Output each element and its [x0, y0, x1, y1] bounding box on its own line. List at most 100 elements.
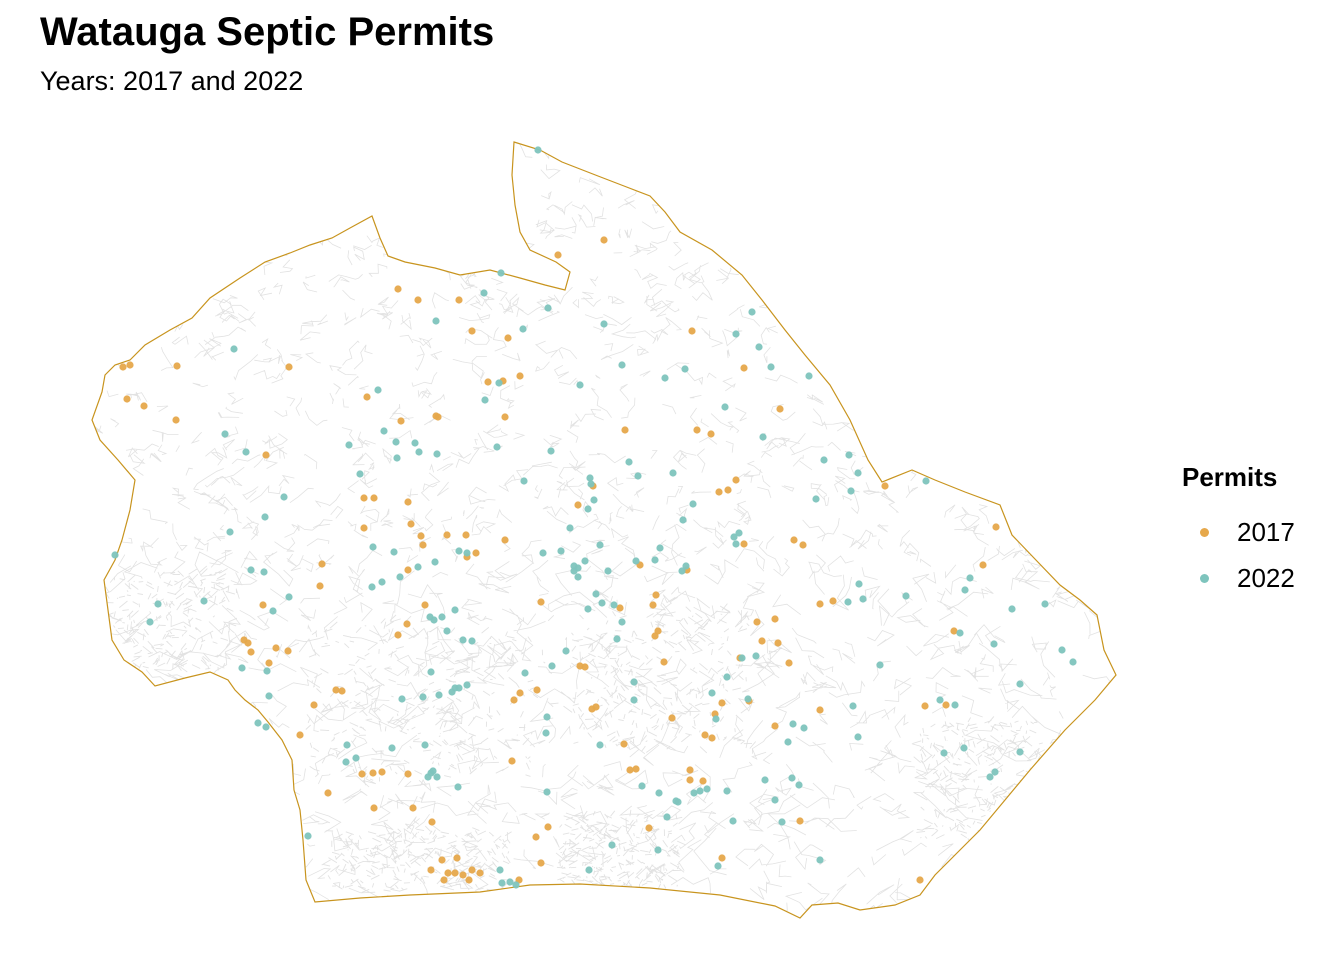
permit-point-2017 [660, 658, 668, 666]
permit-point-2022 [374, 386, 382, 394]
permit-point-2022 [1016, 748, 1024, 756]
permit-point-2017 [592, 703, 600, 711]
permit-point-2022 [543, 788, 551, 796]
map-title: Watauga Septic Permits [40, 10, 495, 54]
permit-point-2017 [462, 531, 470, 539]
permit-point-2022 [820, 456, 828, 464]
permit-point-2017 [621, 426, 629, 434]
permit-point-2022 [613, 635, 621, 643]
permit-point-2022 [940, 749, 948, 757]
permit-point-2022 [761, 776, 769, 784]
permit-point-2022 [876, 661, 884, 669]
permit-point-2017 [620, 740, 628, 748]
permit-point-2017 [632, 765, 640, 773]
permit-point-2022 [590, 496, 598, 504]
legend-title: Permits [1182, 462, 1278, 492]
permit-point-2022 [368, 583, 376, 591]
permit-point-2022 [463, 549, 471, 557]
permit-point-2022 [356, 470, 364, 478]
permit-point-2022 [265, 692, 273, 700]
permit-point-2017 [510, 696, 518, 704]
permit-point-2022 [712, 715, 720, 723]
permit-point-2017 [501, 413, 509, 421]
permit-point-2017 [508, 757, 516, 765]
permit-point-2022 [247, 566, 255, 574]
permit-point-2022 [260, 568, 268, 576]
permit-point-2017 [576, 662, 584, 670]
permit-point-2022 [230, 345, 238, 353]
permit-point-2017 [414, 296, 422, 304]
permit-point-2022 [238, 664, 246, 672]
permit-point-2017 [472, 549, 480, 557]
permit-point-2017 [403, 620, 411, 628]
permit-point-2022 [630, 678, 638, 686]
permit-point-2022 [304, 832, 312, 840]
permit-point-2017 [916, 876, 924, 884]
permit-point-2017 [360, 494, 368, 502]
permit-point-2022 [1041, 600, 1049, 608]
permit-point-2022 [596, 541, 604, 549]
permit-point-2022 [455, 684, 463, 692]
permit-point-2017 [316, 582, 324, 590]
permit-point-2017 [332, 686, 340, 694]
permit-point-2022 [805, 372, 813, 380]
permit-point-2022 [547, 447, 555, 455]
permit-point-2017 [173, 362, 181, 370]
permit-point-2022 [936, 696, 944, 704]
permit-point-2022 [730, 533, 738, 541]
permit-point-2017 [992, 523, 1000, 531]
permit-point-2022 [146, 618, 154, 626]
permit-point-2017 [701, 731, 709, 739]
permit-point-2022 [459, 636, 467, 644]
permit-point-2022 [345, 441, 353, 449]
permit-point-2022 [285, 593, 293, 601]
permit-point-2017 [140, 402, 148, 410]
permit-point-2022 [584, 605, 592, 613]
permit-point-2017 [404, 498, 412, 506]
permit-point-2022 [566, 524, 574, 532]
permit-point-2017 [284, 647, 292, 655]
permit-point-2022 [849, 702, 857, 710]
permit-point-2022 [570, 567, 578, 575]
permit-point-2017 [296, 731, 304, 739]
permit-point-2022 [735, 529, 743, 537]
permit-point-2017 [816, 600, 824, 608]
permit-point-2017 [776, 405, 784, 413]
permit-point-2022 [696, 787, 704, 795]
permit-point-2022 [1016, 680, 1024, 688]
permit-point-2022 [254, 719, 262, 727]
permit-point-2017 [686, 776, 694, 784]
permit-point-2022 [859, 595, 867, 603]
permit-point-2022 [421, 741, 429, 749]
permit-point-2022 [990, 640, 998, 648]
permit-point-2022 [767, 363, 775, 371]
permit-point-2022 [427, 668, 435, 676]
permit-point-2022 [585, 866, 593, 874]
permit-point-2022 [755, 343, 763, 351]
permit-point-2017 [404, 566, 412, 574]
permit-point-2022 [468, 637, 476, 645]
permit-point-2017 [438, 856, 446, 864]
permit-point-2017 [484, 378, 492, 386]
permit-point-2022 [496, 866, 504, 874]
permit-point-2017 [816, 706, 824, 714]
permit-point-2022 [625, 458, 633, 466]
permit-point-2017 [440, 876, 448, 884]
legend-label: 2022 [1237, 562, 1295, 593]
permit-point-2017 [455, 296, 463, 304]
permit-point-2022 [598, 599, 606, 607]
permit-point-2022 [343, 741, 351, 749]
permit-point-2022 [430, 616, 438, 624]
permit-point-2017 [950, 627, 958, 635]
permit-point-2017 [715, 488, 723, 496]
permit-point-2022 [816, 856, 824, 864]
permit-point-2022 [732, 330, 740, 338]
permit-point-2022 [438, 613, 446, 621]
permit-point-2017 [881, 482, 889, 490]
permit-point-2022 [986, 773, 994, 781]
legend-dot-icon [1200, 527, 1209, 537]
permit-point-2022 [221, 430, 229, 438]
permit-point-2022 [784, 738, 792, 746]
permit-point-2017 [645, 824, 653, 832]
permit-point-2022 [454, 783, 462, 791]
